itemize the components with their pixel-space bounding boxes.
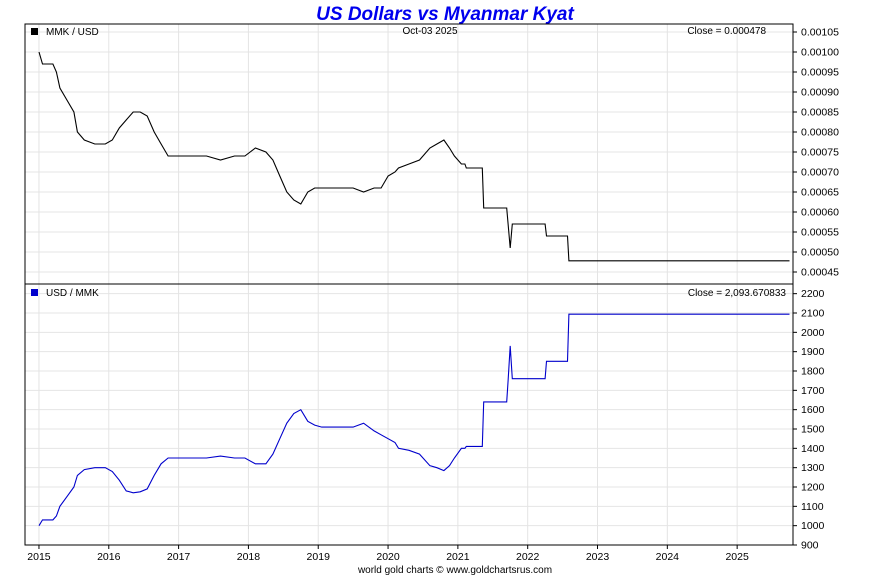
- y-tick-label: 0.00060: [801, 207, 839, 219]
- y-tick-label: 1800: [801, 366, 825, 378]
- x-tick-label: 2023: [586, 551, 610, 563]
- y-tick-label: 0.00050: [801, 247, 839, 259]
- top-close-label: Close = 0.000478: [687, 26, 766, 37]
- top-panel-frame: [24, 23, 794, 285]
- bottom-panel: USD / MMK Close = 2,093.670833 220021002…: [24, 283, 825, 552]
- bottom-legend-swatch: [31, 289, 38, 296]
- x-tick-label: 2020: [376, 551, 400, 563]
- y-tick-label: 2000: [801, 327, 825, 339]
- bottom-series-line: [38, 313, 790, 526]
- y-tick-label: 0.00085: [801, 107, 839, 119]
- top-legend-label: MMK / USD: [46, 27, 99, 38]
- top-series-line: [38, 51, 790, 262]
- x-tick-label: 2016: [97, 551, 121, 563]
- y-tick-label: 0.00095: [801, 67, 839, 79]
- footer-credit: world gold charts © www.goldchartsrus.co…: [357, 565, 552, 575]
- y-tick-label: 1300: [801, 462, 825, 474]
- y-tick-label: 0.00100: [801, 47, 839, 59]
- y-tick-label: 1200: [801, 482, 825, 494]
- y-tick-label: 0.00105: [801, 27, 839, 39]
- y-tick-label: 1400: [801, 443, 825, 455]
- y-tick-label: 1700: [801, 385, 825, 397]
- y-tick-label: 1000: [801, 520, 825, 532]
- y-tick-label: 2100: [801, 308, 825, 320]
- x-tick-label: 2017: [167, 551, 191, 563]
- top-legend-swatch: [31, 28, 38, 35]
- top-y-ticks: 0.00105 0.00100 0.00095 0.00090 0.00085 0.000…: [793, 27, 839, 279]
- x-tick-label: 2022: [516, 551, 540, 563]
- bottom-legend-label: USD / MMK: [46, 288, 99, 299]
- date-label: Oct-03 2025: [402, 26, 457, 37]
- x-tick-label: 2025: [725, 551, 749, 563]
- bottom-close-label: Close = 2,093.670833: [688, 288, 787, 299]
- top-panel: MMK / USD Oct-03 2025 Close = 0.000478 0…: [24, 23, 839, 285]
- bottom-y-ticks: 2200 2100 2000 1900 1800 1700 1600 1500 1400 1300…: [793, 288, 825, 552]
- x-tick-label: 2015: [27, 551, 51, 563]
- y-tick-label: 0.00045: [801, 267, 839, 279]
- y-tick-label: 1600: [801, 404, 825, 416]
- y-tick-label: 0.00065: [801, 187, 839, 199]
- y-tick-label: 2200: [801, 288, 825, 300]
- bottom-grid: [25, 284, 793, 546]
- bottom-panel-frame: [24, 283, 794, 546]
- y-tick-label: 0.00090: [801, 87, 839, 99]
- chart-title: US Dollars vs Myanmar Kyat: [316, 4, 574, 25]
- y-tick-label: 1500: [801, 424, 825, 436]
- y-tick-label: 0.00070: [801, 167, 839, 179]
- x-tick-label: 2019: [307, 551, 331, 563]
- y-tick-label: 900: [801, 540, 819, 552]
- x-tick-label: 2018: [237, 551, 261, 563]
- y-tick-label: 0.00055: [801, 227, 839, 239]
- top-grid: [25, 24, 793, 284]
- y-tick-label: 1900: [801, 346, 825, 358]
- y-tick-label: 0.00080: [801, 127, 839, 139]
- x-tick-label: 2021: [446, 551, 470, 563]
- x-axis-ticks: 2015 2016 2017 2018 2019 2020 2021 2022 2023 2024…: [27, 545, 749, 563]
- y-tick-label: 1100: [801, 501, 824, 513]
- y-tick-label: 0.00075: [801, 147, 839, 159]
- x-tick-label: 2024: [656, 551, 680, 563]
